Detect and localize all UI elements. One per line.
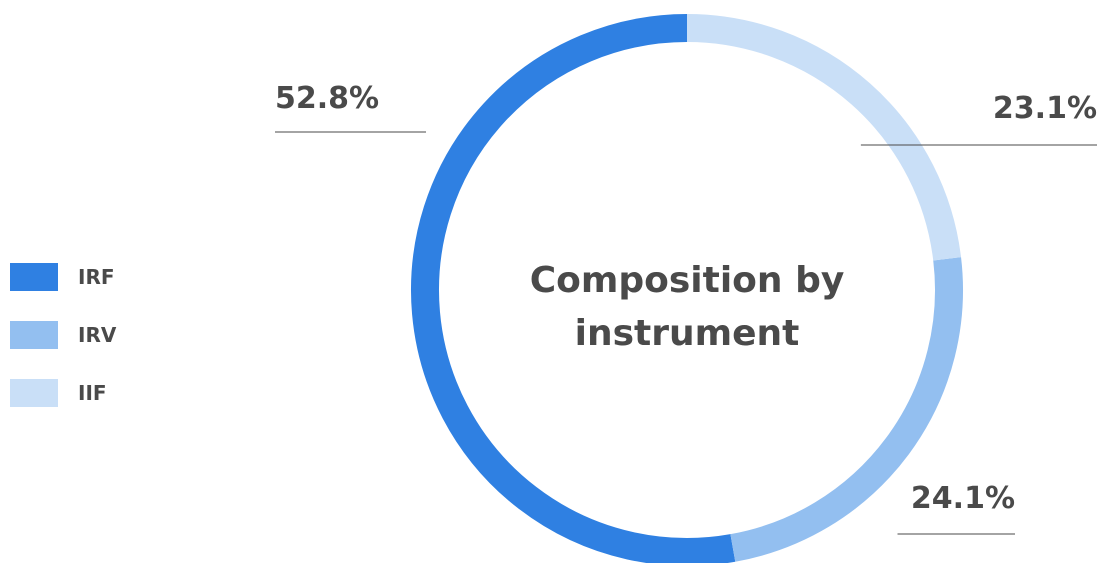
legend-label-irf: IRF xyxy=(78,265,115,289)
legend-item-iif: IIF xyxy=(10,378,116,408)
donut-slice-iif xyxy=(686,14,962,261)
legend-item-irv: IRV xyxy=(10,320,116,350)
leader-lines xyxy=(275,131,1097,535)
legend-swatch-irf xyxy=(10,263,58,291)
legend: IRF IRV IIF xyxy=(10,262,116,436)
donut-slice-irf xyxy=(411,14,736,566)
data-label-irf: 52.8% xyxy=(275,81,379,116)
data-label-iif: 23.1% xyxy=(993,91,1097,126)
donut-slice-irv xyxy=(730,257,963,562)
data-labels: 52.8% 24.1% 23.1% xyxy=(275,81,1097,516)
donut-slices xyxy=(411,14,963,566)
legend-swatch-irv xyxy=(10,321,58,349)
data-label-irv: 24.1% xyxy=(911,481,1015,516)
legend-label-iif: IIF xyxy=(78,381,107,405)
chart-title-line-1: Composition by xyxy=(530,260,845,301)
legend-label-irv: IRV xyxy=(78,323,117,347)
legend-swatch-iif xyxy=(10,379,58,407)
chart-title-line-2: instrument xyxy=(575,313,800,354)
legend-item-irf: IRF xyxy=(10,262,116,292)
